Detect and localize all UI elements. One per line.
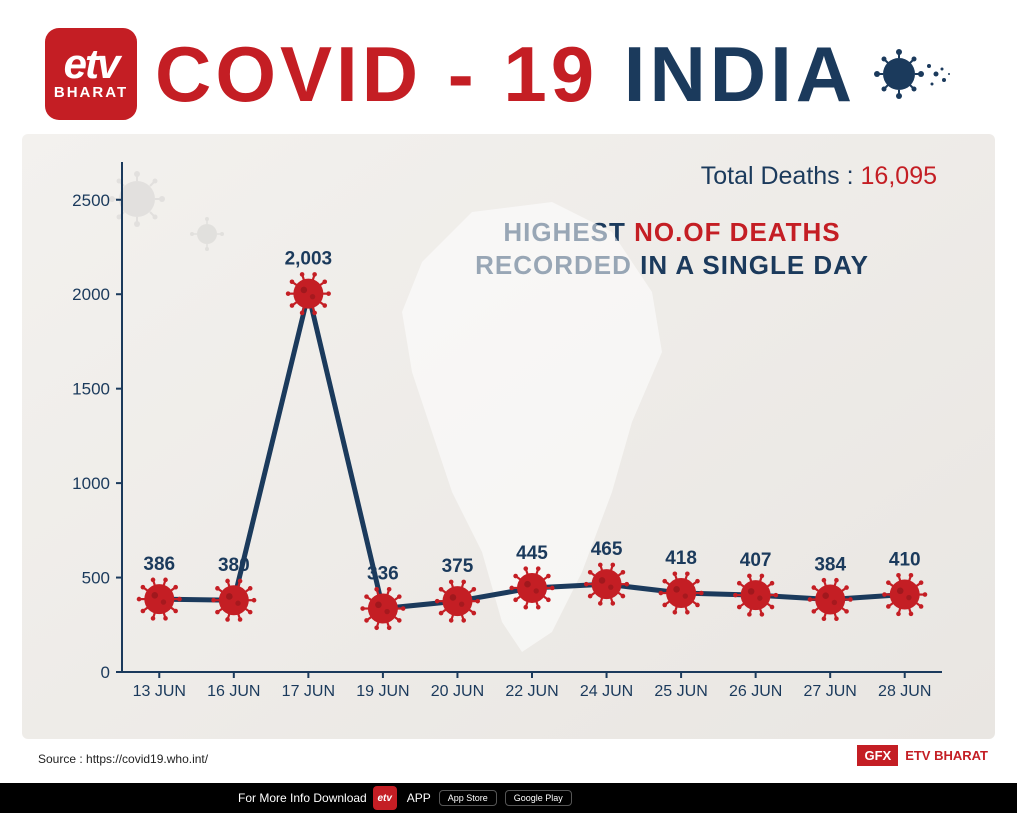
brand-logo: etv BHARAT (45, 28, 137, 120)
page-title: COVID - 19 INDIA (155, 29, 856, 120)
svg-text:1500: 1500 (72, 380, 110, 399)
svg-text:22 JUN: 22 JUN (505, 683, 558, 700)
svg-text:20 JUN: 20 JUN (431, 683, 484, 700)
svg-text:26 JUN: 26 JUN (729, 683, 782, 700)
svg-text:16 JUN: 16 JUN (207, 683, 260, 700)
svg-text:2000: 2000 (72, 285, 110, 304)
svg-text:386: 386 (143, 554, 175, 575)
logo-brand: BHARAT (54, 84, 128, 101)
gfx-badge: GFXETV BHARAT (857, 748, 995, 763)
svg-text:336: 336 (367, 564, 399, 585)
line-chart: 0 500 1000 1500 2000 2500 13 JUN 16 JUN 17 JUN 19… (52, 152, 962, 722)
title-india: INDIA (624, 30, 856, 118)
svg-text:25 JUN: 25 JUN (654, 683, 707, 700)
title-covid: COVID - 19 (155, 30, 598, 118)
chart-panel: Total Deaths : 16,095 HIGHEST NO.OF DEAT… (22, 134, 995, 739)
svg-text:2500: 2500 (72, 191, 110, 210)
svg-text:2,003: 2,003 (285, 249, 333, 270)
svg-text:465: 465 (591, 539, 623, 560)
footer-text: For More Info Download (238, 791, 367, 805)
svg-text:28 JUN: 28 JUN (878, 683, 931, 700)
svg-text:375: 375 (442, 556, 474, 577)
svg-text:384: 384 (814, 554, 846, 575)
footer-app-icon: etv (373, 786, 397, 810)
svg-text:410: 410 (889, 550, 921, 571)
svg-text:24 JUN: 24 JUN (580, 683, 633, 700)
svg-text:19 JUN: 19 JUN (356, 683, 409, 700)
footer: For More Info Download etv APP App Store… (0, 783, 1017, 813)
logo-icon-text: etv (64, 47, 119, 81)
svg-text:1000: 1000 (72, 474, 110, 493)
source-text: Source : https://covid19.who.int/ (38, 752, 208, 766)
header: etv BHARAT COVID - 19 INDIA (0, 0, 1017, 134)
virus-icon (874, 34, 954, 114)
svg-text:500: 500 (82, 569, 110, 588)
svg-text:0: 0 (101, 663, 110, 682)
svg-text:445: 445 (516, 543, 548, 564)
svg-text:407: 407 (740, 550, 772, 571)
svg-text:27 JUN: 27 JUN (804, 683, 857, 700)
gfx-red: GFX (857, 745, 898, 766)
gfx-white: ETV BHARAT (898, 745, 995, 766)
svg-text:380: 380 (218, 555, 250, 576)
footer-app-label: APP (407, 791, 431, 805)
googleplay-badge[interactable]: Google Play (505, 790, 572, 806)
appstore-badge[interactable]: App Store (439, 790, 497, 806)
svg-text:13 JUN: 13 JUN (133, 683, 186, 700)
svg-text:17 JUN: 17 JUN (282, 683, 335, 700)
svg-text:418: 418 (665, 548, 697, 569)
